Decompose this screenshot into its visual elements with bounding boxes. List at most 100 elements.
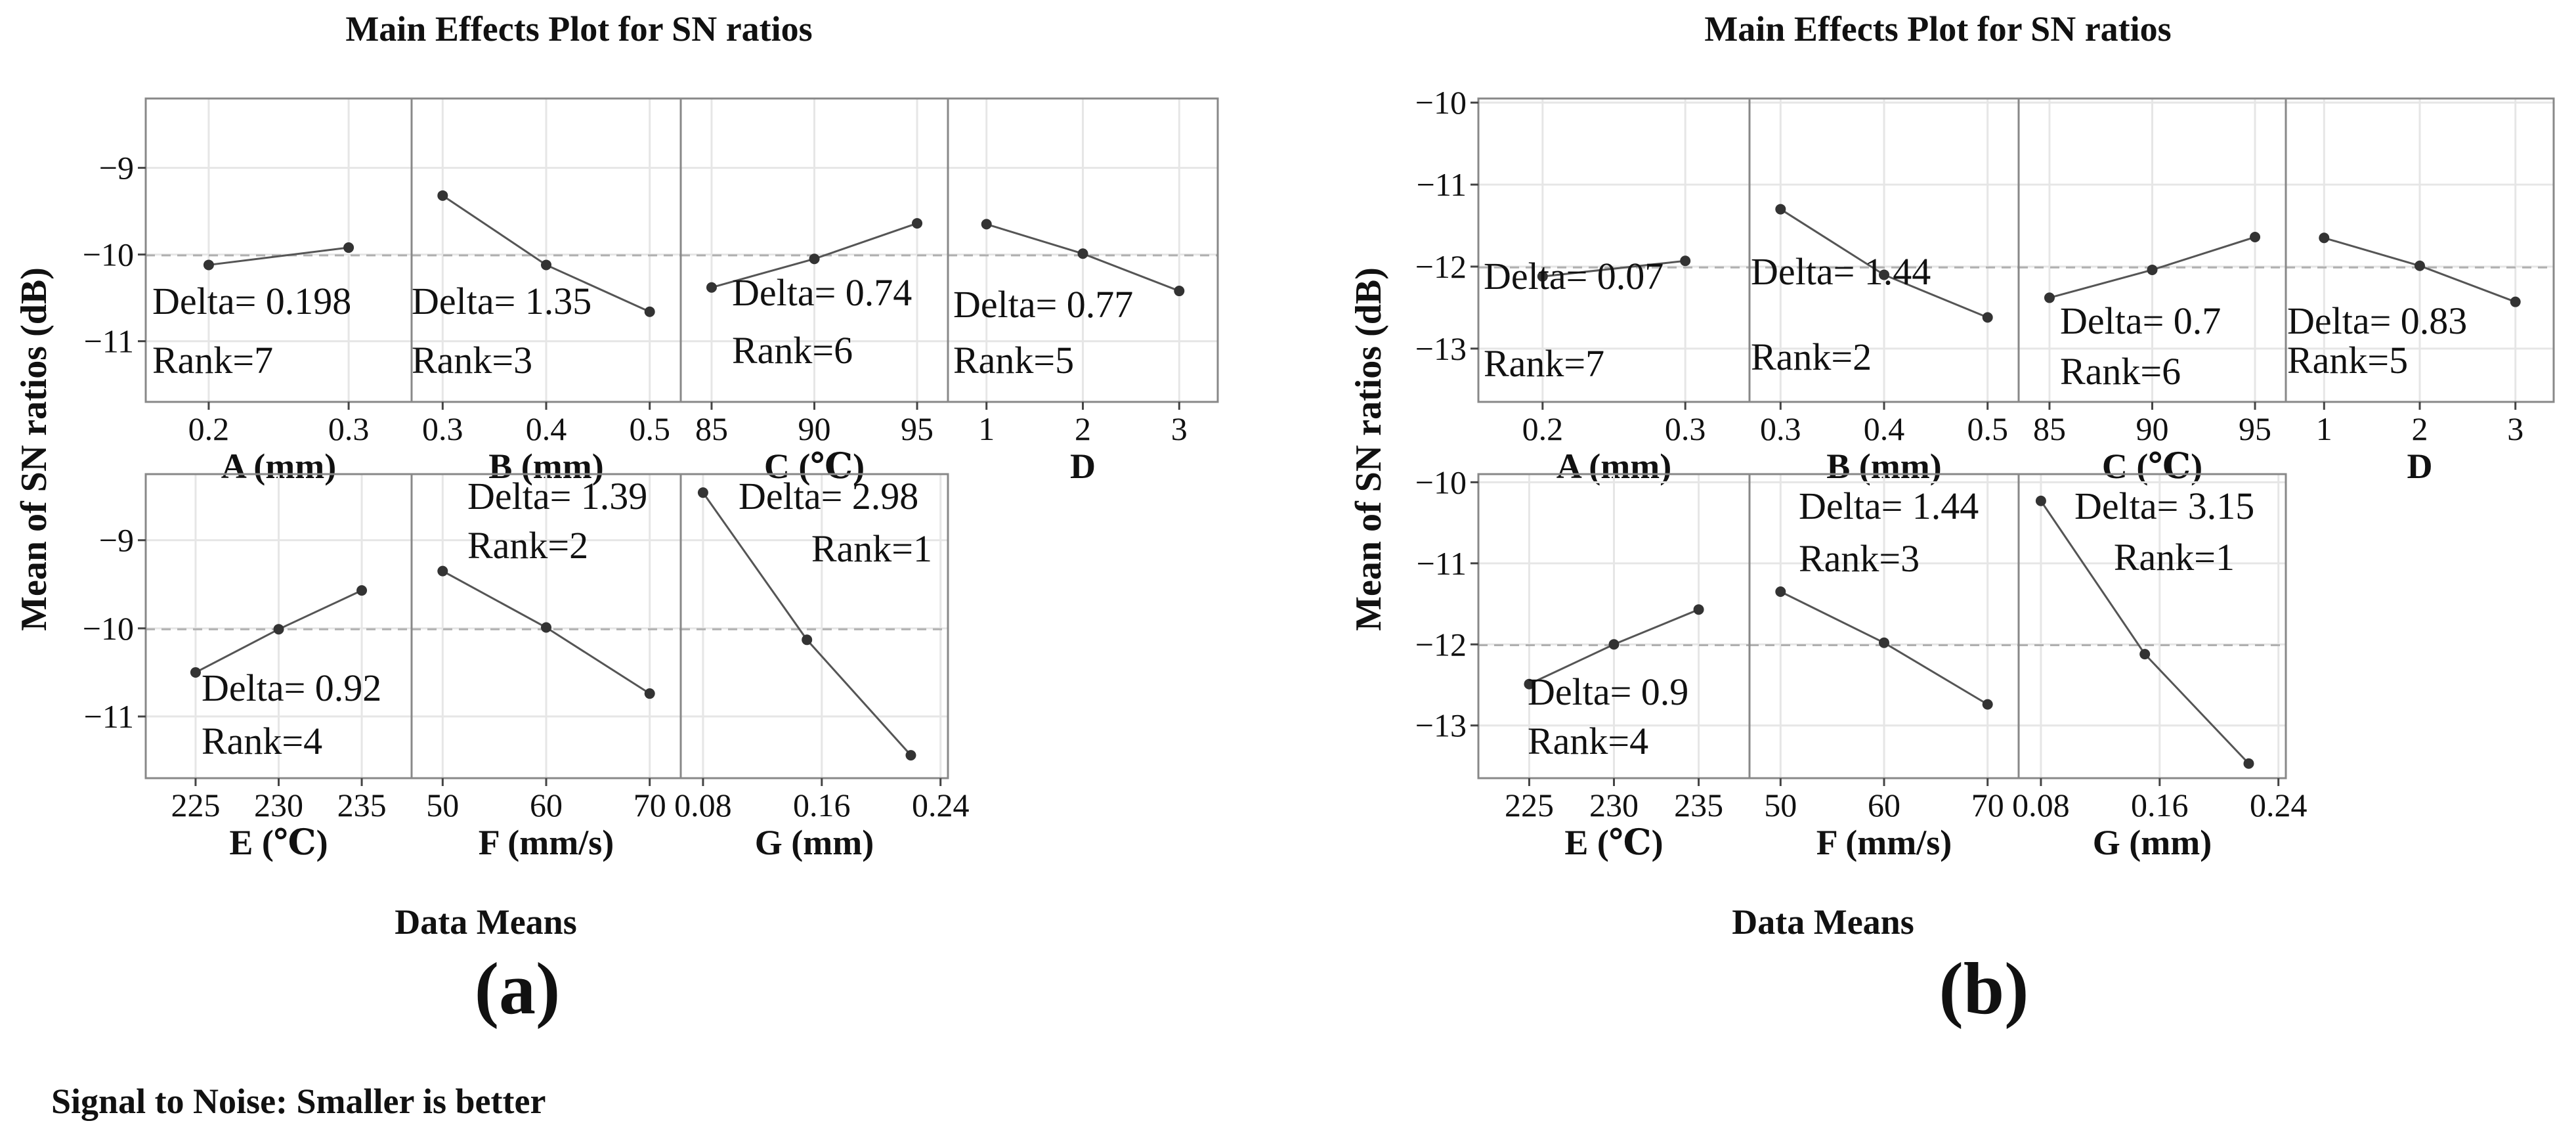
x-tick-label: 70 — [633, 787, 666, 823]
delta-annotation: Delta= 0.92 — [202, 667, 381, 709]
x-tick-label: 0.16 — [2131, 787, 2189, 823]
factor-panel-3: 85 90 95 C (℃) Delta= 0.7 Rank=6 — [2017, 97, 2287, 486]
delta-annotation: Delta= 3.15 — [2074, 485, 2254, 527]
x-tick-label: 225 — [171, 787, 220, 823]
data-point — [1077, 248, 1088, 259]
data-point — [1537, 271, 1548, 282]
rank-annotation: Rank=6 — [2060, 350, 2181, 393]
x-axis-label: Data Means — [1732, 902, 1914, 942]
y-tick-label: −12 — [1415, 626, 1467, 663]
chart-b: Main Effects Plot for SN ratios Mean of S… — [1348, 9, 2555, 1030]
x-tick-label: 50 — [426, 787, 459, 823]
delta-annotation: Delta= 0.74 — [732, 271, 912, 314]
factor-label: G (mm) — [755, 823, 874, 862]
footer-note: Signal to Noise: Smaller is better — [51, 1082, 546, 1121]
x-tick-label: 235 — [1674, 787, 1723, 823]
data-point — [912, 218, 923, 229]
x-tick-label: 230 — [254, 787, 303, 823]
factor-panel-5: −10 −11 −12 −13 225 230 235 E (℃) Delta= 0.9 Rank… — [1415, 464, 1751, 862]
y-axis-label: Mean of SN ratios (dB) — [14, 267, 54, 631]
data-point — [2139, 649, 2151, 660]
data-point — [1775, 204, 1786, 215]
delta-annotation: Delta= 1.35 — [412, 280, 591, 322]
y-tick-label: −9 — [99, 150, 134, 186]
rank-annotation: Rank=3 — [412, 339, 532, 382]
data-point — [1879, 637, 1889, 648]
delta-annotation: Delta= 0.07 — [1484, 255, 1664, 297]
y-tick-label: −13 — [1415, 330, 1467, 367]
panel-frame — [2017, 473, 2287, 779]
rank-annotation: Rank=7 — [1484, 342, 1604, 385]
factor-label: G (mm) — [2093, 823, 2212, 862]
delta-annotation: Delta= 2.98 — [739, 475, 918, 517]
x-tick-label: 0.3 — [1760, 410, 1801, 447]
x-tick-label: 2 — [1075, 410, 1091, 447]
data-point — [2415, 260, 2425, 271]
x-tick-label: 0.3 — [1665, 410, 1706, 447]
x-tick-label: 0.08 — [2012, 787, 2070, 823]
rank-annotation: Rank=2 — [467, 524, 588, 567]
y-tick-label: −11 — [84, 323, 134, 360]
data-point — [2250, 232, 2261, 243]
x-tick-label: 0.16 — [793, 787, 851, 823]
factor-panel-3: 85 90 95 C (℃) Delta= 0.74 Rank=6 — [679, 97, 949, 486]
effect-line — [1542, 259, 1686, 278]
x-tick-label: 0.2 — [188, 410, 230, 447]
y-tick-label: −12 — [1415, 248, 1467, 285]
factor-panel-7: 0.08 0.16 0.24 G (mm) Delta= 3.15 Rank=1 — [2012, 473, 2308, 862]
rank-annotation: Rank=1 — [811, 527, 932, 570]
x-tick-label: 1 — [2316, 410, 2332, 447]
factor-label: C (℃) — [764, 447, 865, 486]
factor-panel-7: 0.08 0.16 0.24 G (mm) Delta= 2.98 Rank=1 — [674, 473, 969, 862]
data-point — [802, 634, 813, 646]
data-point — [1693, 604, 1704, 615]
data-point — [2147, 264, 2158, 275]
x-tick-label: 0.24 — [2250, 787, 2308, 823]
delta-annotation: Delta= 0.77 — [953, 283, 1133, 326]
data-point — [2044, 292, 2055, 303]
data-point — [1608, 639, 1620, 650]
x-tick-label: 3 — [1171, 410, 1188, 447]
x-tick-label: 0.3 — [422, 410, 463, 447]
rank-annotation: Rank=7 — [152, 339, 273, 382]
x-tick-label: 230 — [1589, 787, 1639, 823]
rank-annotation: Rank=5 — [953, 339, 1074, 382]
data-point — [2035, 495, 2046, 506]
y-tick-label: −13 — [1415, 707, 1467, 744]
x-axis-label: Data Means — [395, 902, 576, 942]
x-tick-label: 0.4 — [1864, 410, 1905, 447]
y-tick-label: −11 — [1417, 166, 1467, 203]
rank-annotation: Rank=5 — [2287, 339, 2408, 382]
delta-annotation: Delta= 1.39 — [467, 475, 647, 517]
x-tick-label: 225 — [1505, 787, 1554, 823]
data-point — [2243, 758, 2254, 769]
x-tick-label: 60 — [530, 787, 563, 823]
rank-annotation: Rank=1 — [2114, 536, 2235, 579]
data-point — [706, 282, 717, 293]
data-point — [203, 259, 214, 271]
data-point — [1879, 269, 1889, 280]
factor-label: E (℃) — [229, 823, 328, 862]
x-tick-label: 0.5 — [629, 410, 670, 447]
x-tick-label: 50 — [1764, 787, 1797, 823]
data-point — [1174, 286, 1185, 297]
y-tick-label: −11 — [1417, 545, 1467, 582]
rank-annotation: Rank=3 — [1799, 537, 1920, 580]
data-point — [2319, 232, 2330, 244]
data-point — [905, 750, 916, 761]
x-tick-label: 95 — [2239, 410, 2271, 447]
delta-annotation: Delta= 0.83 — [2287, 299, 2467, 342]
factor-label: D — [1070, 447, 1096, 486]
data-point — [190, 667, 201, 678]
data-point — [644, 306, 655, 317]
panel-label: (a) — [475, 948, 561, 1030]
y-tick-label: −10 — [1415, 84, 1467, 121]
delta-annotation: Delta= 0.7 — [2060, 299, 2221, 342]
x-tick-label: 3 — [2507, 410, 2523, 447]
x-tick-label: 0.4 — [526, 410, 567, 447]
factor-label: F (mm/s) — [1816, 823, 1952, 862]
